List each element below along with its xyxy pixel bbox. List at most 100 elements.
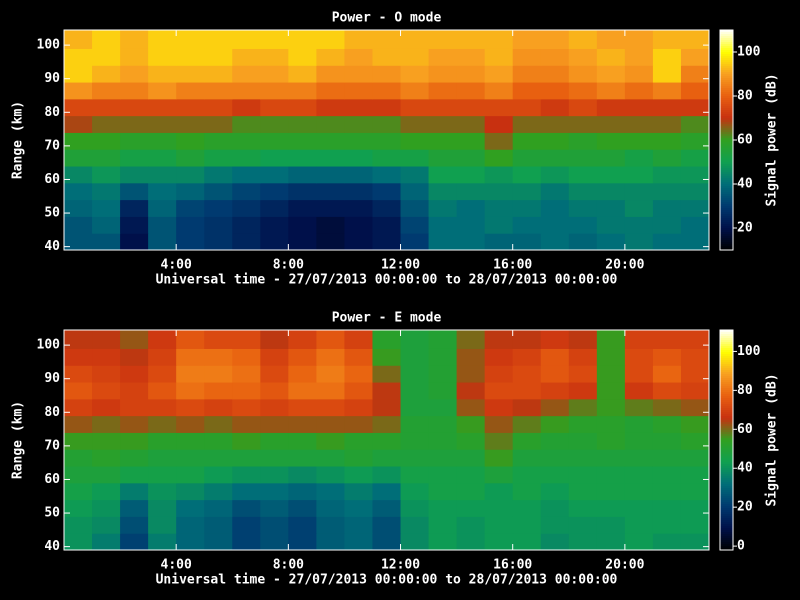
heat-cell bbox=[316, 82, 345, 100]
heat-cell bbox=[428, 132, 458, 150]
colorbar-slice bbox=[720, 375, 733, 378]
heat-cell bbox=[120, 82, 149, 100]
heat-cell bbox=[540, 516, 570, 534]
heat-cell bbox=[484, 482, 514, 501]
heat-cell bbox=[652, 65, 682, 83]
colorbar-slice bbox=[720, 353, 733, 356]
colorbar-slice bbox=[720, 193, 733, 196]
heat-cell bbox=[176, 432, 205, 450]
heat-cell bbox=[540, 432, 570, 450]
heat-cell bbox=[484, 149, 514, 167]
colorbar-slice bbox=[720, 373, 733, 376]
heat-cell bbox=[120, 65, 149, 83]
heat-cell bbox=[204, 199, 233, 217]
heat-cell bbox=[232, 348, 261, 366]
x-tick-label: 16:00 bbox=[493, 258, 532, 273]
colorbar-slice bbox=[720, 391, 733, 394]
heat-cell bbox=[92, 382, 121, 400]
heat-cell bbox=[652, 233, 682, 251]
colorbar-slice bbox=[720, 69, 733, 72]
heat-cell bbox=[344, 132, 373, 150]
heat-cell bbox=[92, 65, 121, 83]
colorbar-slice bbox=[720, 441, 733, 444]
heat-cell bbox=[176, 330, 205, 349]
colorbar-slice bbox=[720, 51, 733, 54]
heat-cell bbox=[288, 199, 317, 217]
colorbar-tick-label: 60 bbox=[737, 133, 753, 148]
heat-cell bbox=[120, 30, 149, 49]
heat-cell bbox=[288, 449, 317, 467]
heat-cell bbox=[400, 65, 430, 83]
colorbar-slice bbox=[720, 435, 733, 438]
heat-cell bbox=[148, 415, 177, 433]
heat-cell bbox=[372, 65, 402, 83]
colorbar-slice bbox=[720, 433, 733, 436]
heat-cell bbox=[456, 382, 486, 400]
heat-cell bbox=[260, 499, 289, 517]
heat-cell bbox=[316, 398, 345, 417]
heat-cell bbox=[204, 182, 233, 201]
colorbar-slice bbox=[720, 95, 733, 98]
heat-cell bbox=[316, 365, 345, 383]
colorbar-slice bbox=[720, 165, 733, 168]
colorbar-slice bbox=[720, 543, 733, 546]
colorbar-slice bbox=[720, 423, 733, 426]
heat-cell bbox=[596, 482, 626, 501]
heat-cell bbox=[372, 199, 402, 217]
heat-cell bbox=[484, 82, 514, 100]
colorbar-slice bbox=[720, 483, 733, 486]
colorbar-slice bbox=[720, 181, 733, 184]
heat-cell bbox=[652, 115, 682, 133]
heat-cell bbox=[596, 149, 626, 167]
heat-cell bbox=[456, 82, 486, 100]
colorbar-slice bbox=[720, 239, 733, 242]
colorbar-slice bbox=[720, 381, 733, 384]
heat-cell bbox=[204, 82, 233, 100]
heat-cell bbox=[260, 48, 289, 66]
heat-cell bbox=[120, 533, 149, 551]
heat-cell bbox=[64, 65, 93, 83]
heat-cell bbox=[568, 199, 598, 217]
heat-cell bbox=[232, 398, 261, 417]
heat-cell bbox=[344, 166, 373, 184]
heat-cell bbox=[652, 48, 682, 66]
colorbar-slice bbox=[720, 145, 733, 148]
heat-cell bbox=[120, 98, 149, 117]
heat-cell bbox=[316, 516, 345, 534]
heat-cell bbox=[288, 182, 317, 201]
heat-cell bbox=[596, 466, 626, 484]
heat-cell bbox=[372, 382, 402, 400]
heat-cell bbox=[596, 330, 626, 349]
heat-cell bbox=[512, 365, 542, 383]
heat-cell bbox=[624, 233, 654, 251]
colorbar-slice bbox=[720, 219, 733, 222]
heat-cell bbox=[288, 132, 317, 150]
heat-cell bbox=[232, 482, 261, 501]
heat-cell bbox=[652, 533, 682, 551]
colorbar-slice bbox=[720, 541, 733, 544]
heat-cell bbox=[568, 216, 598, 234]
heat-cell bbox=[204, 449, 233, 467]
heat-cell bbox=[288, 82, 317, 100]
heat-cell bbox=[428, 348, 458, 366]
heat-cell bbox=[120, 48, 149, 66]
heat-cell bbox=[428, 382, 458, 400]
heat-cell bbox=[176, 499, 205, 517]
colorbar-slice bbox=[720, 103, 733, 106]
heat-cell bbox=[148, 432, 177, 450]
heat-cell bbox=[596, 382, 626, 400]
heat-cell bbox=[316, 348, 345, 366]
heat-cell bbox=[680, 149, 710, 167]
heat-cell bbox=[680, 132, 710, 150]
colorbar-slice bbox=[720, 229, 733, 232]
heat-cell bbox=[92, 48, 121, 66]
heat-cell bbox=[176, 115, 205, 133]
heat-cell bbox=[148, 82, 177, 100]
heat-cell bbox=[288, 348, 317, 366]
heat-cell bbox=[148, 166, 177, 184]
y-tick-label: 70 bbox=[44, 138, 60, 153]
heat-cell bbox=[540, 365, 570, 383]
heat-cell bbox=[400, 82, 430, 100]
heat-cell bbox=[92, 482, 121, 501]
heat-cell bbox=[64, 82, 93, 100]
